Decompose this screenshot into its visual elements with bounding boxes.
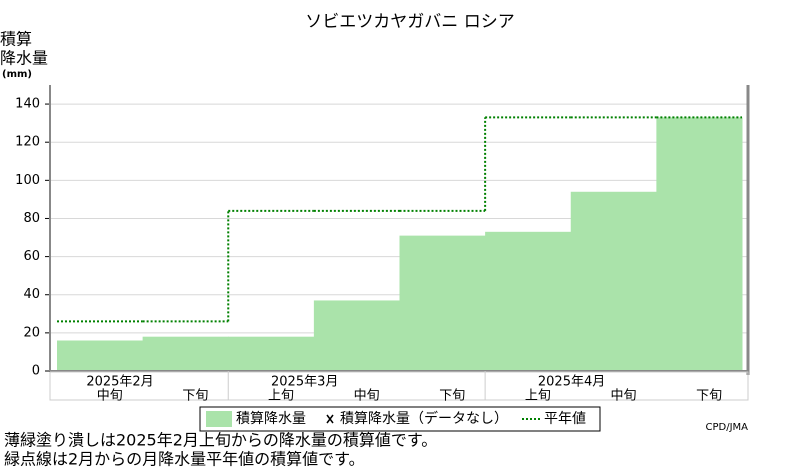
month-label: 2025年4月 bbox=[538, 375, 605, 390]
y-tick-label: 80 bbox=[23, 211, 40, 226]
y-tick-label: 20 bbox=[23, 325, 40, 340]
x-tick-label: 上旬 bbox=[268, 389, 294, 404]
area-step bbox=[399, 235, 486, 371]
credit: CPD/JMA bbox=[706, 422, 749, 433]
legend-label: 積算降水量 bbox=[236, 411, 306, 427]
x-axis-band bbox=[49, 371, 749, 401]
legend: 積算降水量 積算降水量（データなし） 平年値 bbox=[199, 406, 601, 432]
y-axis-label: 降水量 bbox=[0, 49, 48, 68]
legend-label: 平年値 bbox=[544, 411, 586, 427]
y-tick-label: 120 bbox=[15, 135, 40, 150]
legend-swatch bbox=[326, 414, 334, 424]
area-step bbox=[485, 231, 572, 371]
y-tick-label: 140 bbox=[15, 97, 40, 112]
x-tick-label: 下旬 bbox=[696, 389, 722, 404]
x-tick-label: 下旬 bbox=[439, 389, 465, 404]
x-tick-label: 中旬 bbox=[354, 389, 380, 404]
y-tick-label: 40 bbox=[23, 287, 40, 302]
y-axis-label: 積算 bbox=[0, 30, 32, 49]
y-axis-label: (mm) bbox=[2, 69, 32, 80]
x-tick-label: 上旬 bbox=[525, 389, 551, 404]
x-tick-label: 下旬 bbox=[182, 389, 208, 404]
y-tick-label: 60 bbox=[23, 249, 40, 264]
y-tick-label: 0 bbox=[32, 364, 40, 379]
x-tick-label: 中旬 bbox=[97, 389, 123, 404]
area-step bbox=[57, 340, 144, 371]
month-label: 2025年2月 bbox=[86, 375, 153, 390]
area-step bbox=[570, 191, 657, 371]
legend-swatch bbox=[206, 411, 232, 427]
x-tick-label: 中旬 bbox=[611, 389, 637, 404]
area-step bbox=[313, 300, 400, 371]
area-step bbox=[228, 336, 315, 371]
y-tick-label: 100 bbox=[15, 173, 40, 188]
note: 緑点線は2月からの月降水量平年値の積算値です。 bbox=[4, 450, 365, 469]
area-step bbox=[142, 336, 229, 371]
legend-label: 積算降水量（データなし） bbox=[340, 410, 508, 427]
legend-box bbox=[199, 406, 601, 432]
note: 薄緑塗り潰しは2025年2月上旬からの降水量の積算値です。 bbox=[4, 431, 437, 450]
month-label: 2025年3月 bbox=[271, 375, 338, 390]
chart-title: ソビエツカヤガバニ ロシア bbox=[305, 12, 514, 32]
area-step bbox=[656, 117, 743, 371]
